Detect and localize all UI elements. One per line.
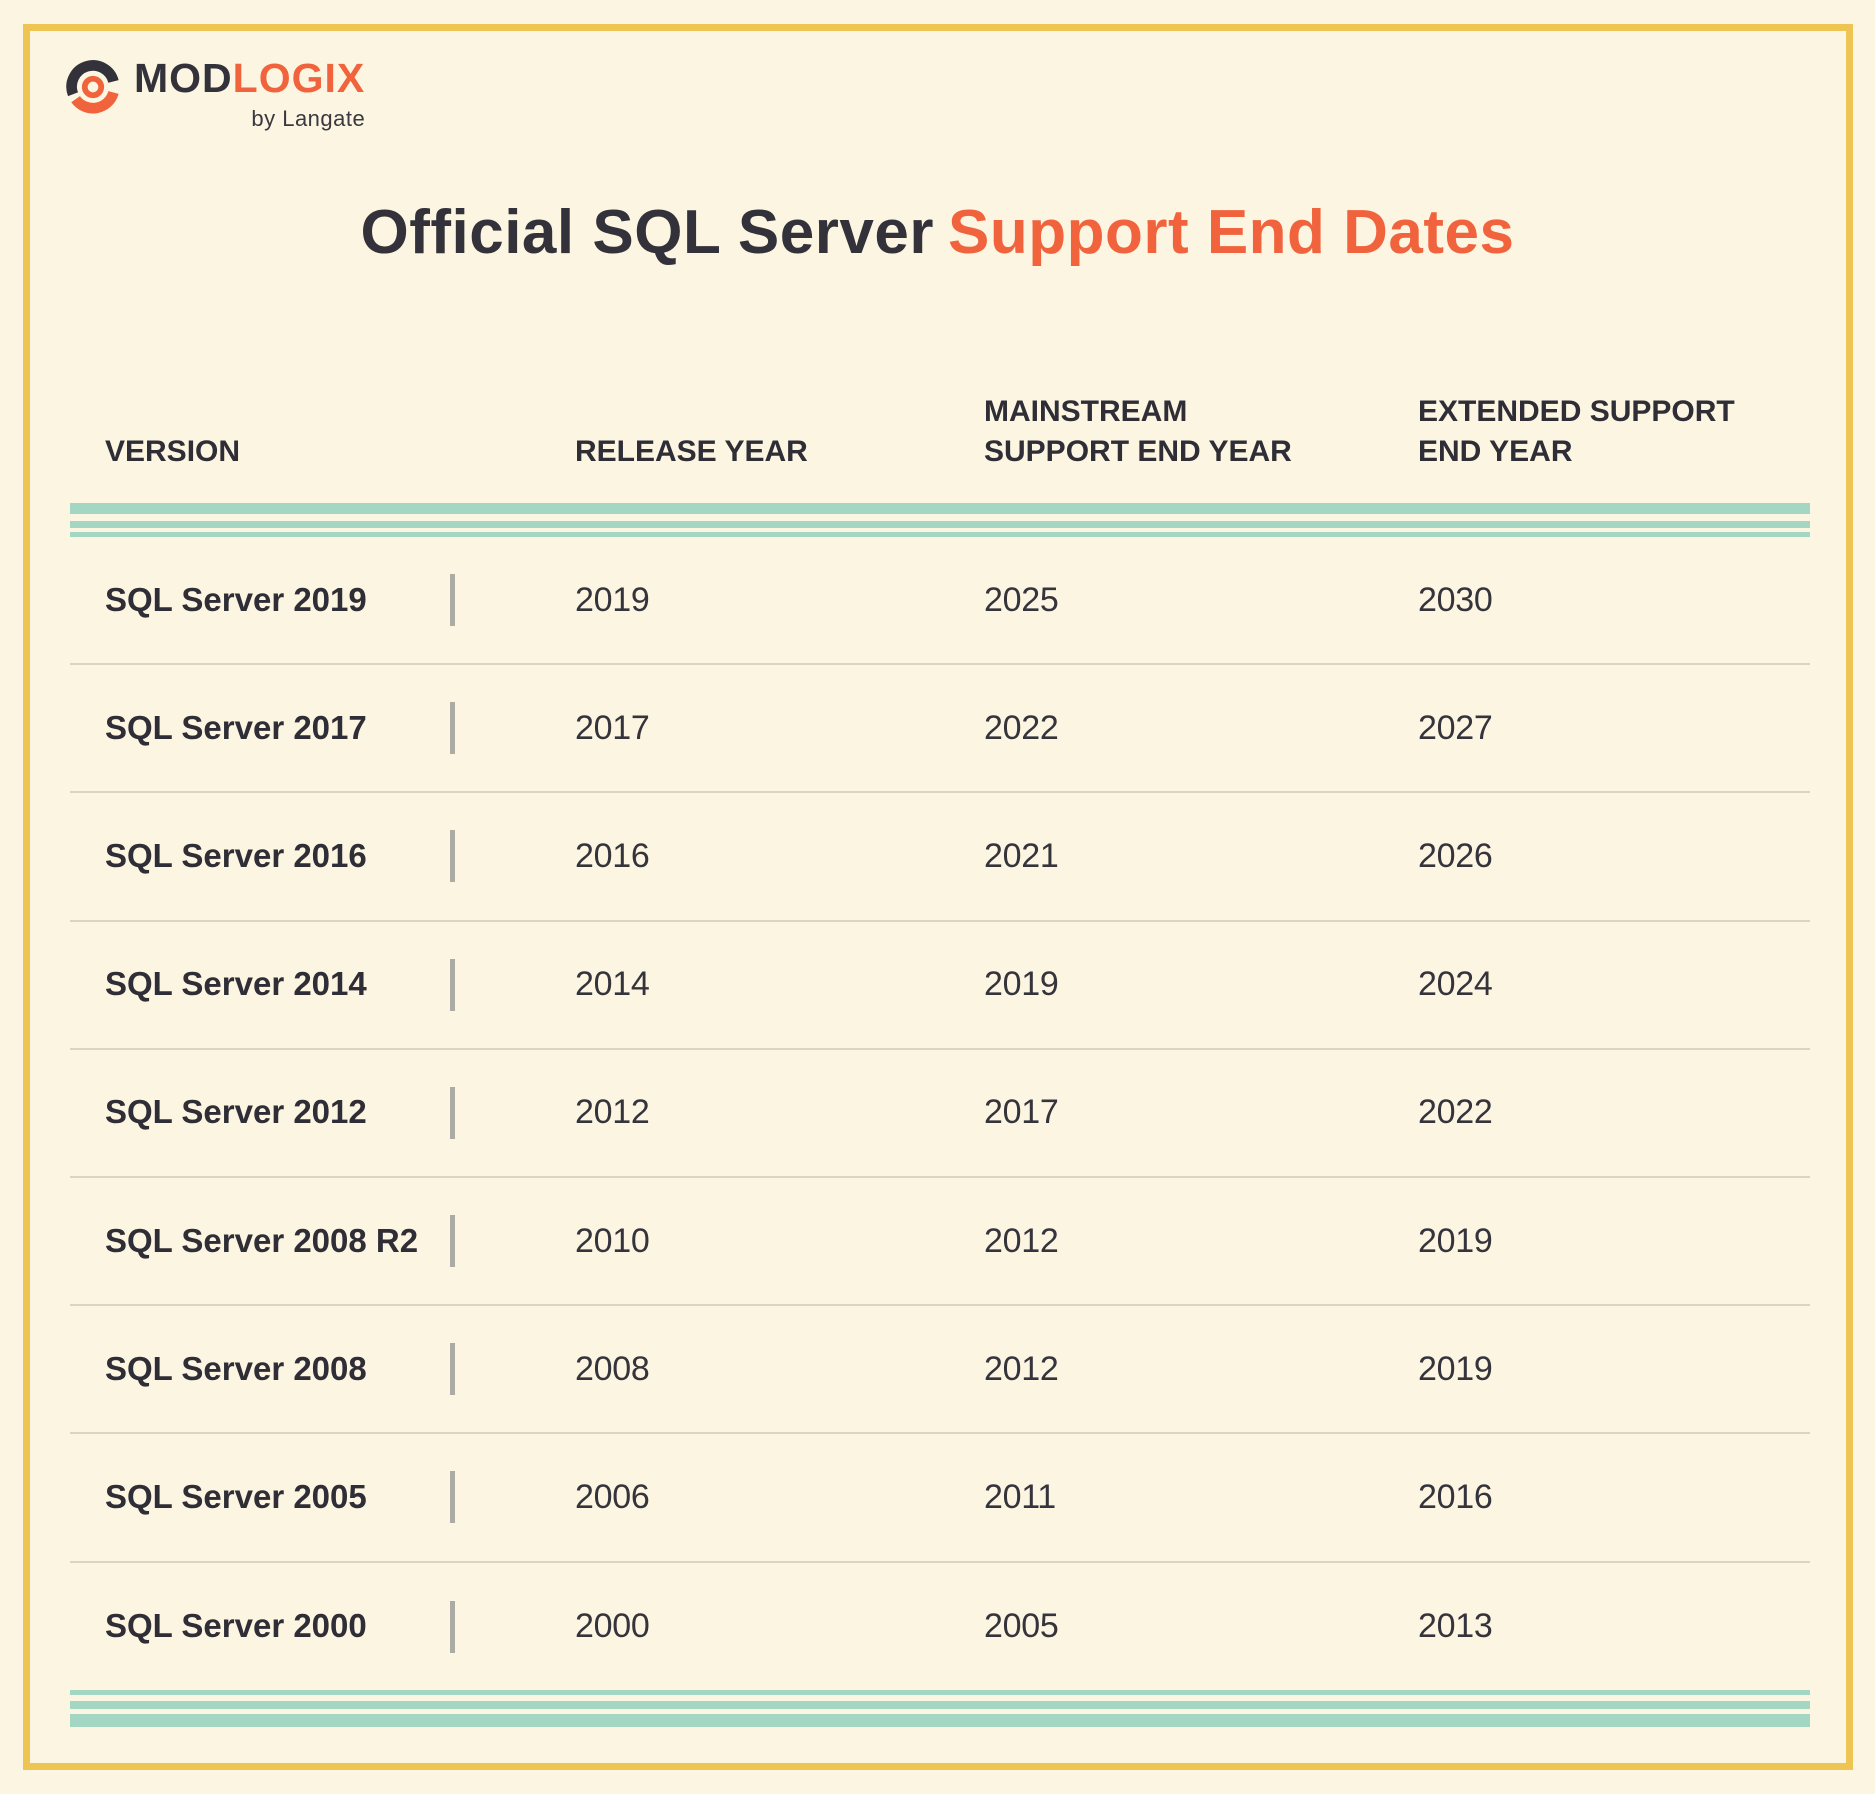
separator-bar-medium — [70, 521, 1810, 528]
brand-wordmark: MODLOGIX by Langate — [134, 58, 365, 132]
vertical-divider — [450, 574, 455, 627]
mainstream-end-cell: 2025 — [984, 580, 1059, 619]
version-label: SQL Server 2008 — [105, 1349, 367, 1387]
mainstream-end-cell: 2012 — [984, 1349, 1059, 1388]
version-label: SQL Server 2014 — [105, 965, 367, 1003]
extended-end-cell: 2026 — [1418, 836, 1493, 875]
release-year-cell: 2012 — [575, 1093, 650, 1132]
vertical-divider — [450, 958, 455, 1011]
table-row: SQL Server 2005 2006 2011 2016 — [70, 1434, 1810, 1563]
vertical-divider — [450, 1471, 455, 1524]
page-title: Official SQL Server Support End Dates — [0, 197, 1875, 268]
mainstream-end-cell: 2012 — [984, 1221, 1059, 1260]
column-header-mainstream-support: MAINSTREAM SUPPORT END YEAR — [984, 395, 1292, 468]
release-year-cell: 2000 — [575, 1607, 650, 1646]
vertical-divider — [450, 1086, 455, 1139]
header-separator — [70, 503, 1810, 537]
version-cell: SQL Server 2014 — [105, 958, 575, 1011]
vertical-divider — [450, 702, 455, 755]
table-row: SQL Server 2019 2019 2025 2030 — [70, 537, 1810, 666]
separator-bar-thin — [70, 1690, 1810, 1695]
release-year-cell: 2008 — [575, 1349, 650, 1388]
version-cell: SQL Server 2016 — [105, 830, 575, 883]
footer-separator — [70, 1690, 1810, 1727]
extended-end-cell: 2022 — [1418, 1093, 1493, 1132]
version-label: SQL Server 2012 — [105, 1093, 367, 1131]
mainstream-end-cell: 2021 — [984, 836, 1059, 875]
page-title-accent: Support End Dates — [947, 198, 1515, 267]
mainstream-end-cell: 2019 — [984, 965, 1059, 1004]
table-row: SQL Server 2000 2000 2005 2013 — [70, 1563, 1810, 1691]
extended-end-cell: 2013 — [1418, 1607, 1493, 1646]
brand-tagline: by Langate — [251, 106, 366, 131]
column-header-extended-support: EXTENDED SUPPORT END YEAR — [1418, 395, 1735, 468]
separator-bar-thick — [70, 1714, 1810, 1727]
brand-name-secondary: LOGIX — [232, 55, 366, 101]
mainstream-end-cell: 2022 — [984, 708, 1059, 747]
vertical-divider — [450, 1600, 455, 1653]
version-label: SQL Server 2000 — [105, 1607, 367, 1645]
version-cell: SQL Server 2017 — [105, 702, 575, 755]
mainstream-end-cell: 2011 — [984, 1477, 1056, 1516]
table-row: SQL Server 2008 2008 2012 2019 — [70, 1306, 1810, 1435]
table-header: VERSION RELEASE YEAR MAINSTREAM SUPPORT … — [105, 388, 1810, 472]
mainstream-end-cell: 2005 — [984, 1607, 1059, 1646]
table-row: SQL Server 2016 2016 2021 2026 — [70, 793, 1810, 922]
table-row: SQL Server 2014 2014 2019 2024 — [70, 922, 1810, 1050]
mainstream-end-cell: 2017 — [984, 1093, 1059, 1132]
version-label: SQL Server 2016 — [105, 836, 367, 874]
extended-end-cell: 2024 — [1418, 965, 1493, 1004]
extended-end-cell: 2016 — [1418, 1477, 1493, 1516]
brand-name-primary: MOD — [134, 55, 233, 101]
version-label: SQL Server 2008 R2 — [105, 1221, 419, 1259]
extended-end-cell: 2030 — [1418, 580, 1493, 619]
separator-bar-thick — [70, 503, 1810, 514]
version-cell: SQL Server 2008 — [105, 1343, 575, 1396]
vertical-divider — [450, 1343, 455, 1396]
extended-end-cell: 2027 — [1418, 708, 1493, 747]
brand-name: MODLOGIX — [134, 58, 365, 99]
release-year-cell: 2010 — [575, 1221, 650, 1260]
vertical-divider — [450, 1215, 455, 1268]
release-year-cell: 2006 — [575, 1477, 650, 1516]
separator-bar-medium — [70, 1701, 1810, 1709]
table-row: SQL Server 2012 2012 2017 2022 — [70, 1050, 1810, 1178]
table-row: SQL Server 2008 R2 2010 2012 2019 — [70, 1178, 1810, 1307]
release-year-cell: 2014 — [575, 965, 650, 1004]
column-header-release-year: RELEASE YEAR — [575, 435, 808, 468]
column-header-version: VERSION — [105, 435, 241, 468]
table-body: SQL Server 2019 2019 2025 2030 SQL Serve… — [70, 537, 1810, 1691]
brand-logo: MODLOGIX by Langate — [64, 58, 365, 132]
page-title-dark: Official SQL Server — [360, 198, 934, 267]
version-cell: SQL Server 2000 — [105, 1600, 575, 1653]
extended-end-cell: 2019 — [1418, 1221, 1493, 1260]
version-label: SQL Server 2017 — [105, 708, 367, 746]
vertical-divider — [450, 830, 455, 883]
version-cell: SQL Server 2005 — [105, 1471, 575, 1524]
release-year-cell: 2017 — [575, 708, 650, 747]
version-cell: SQL Server 2012 — [105, 1086, 575, 1139]
version-cell: SQL Server 2008 R2 — [105, 1215, 575, 1268]
extended-end-cell: 2019 — [1418, 1349, 1493, 1388]
table-row: SQL Server 2017 2017 2022 2027 — [70, 665, 1810, 794]
release-year-cell: 2019 — [575, 580, 650, 619]
version-label: SQL Server 2005 — [105, 1477, 367, 1515]
version-label: SQL Server 2019 — [105, 580, 367, 618]
modlogix-logo-icon — [66, 60, 119, 114]
version-cell: SQL Server 2019 — [105, 574, 575, 627]
release-year-cell: 2016 — [575, 836, 650, 875]
separator-bar-thin — [70, 532, 1810, 537]
